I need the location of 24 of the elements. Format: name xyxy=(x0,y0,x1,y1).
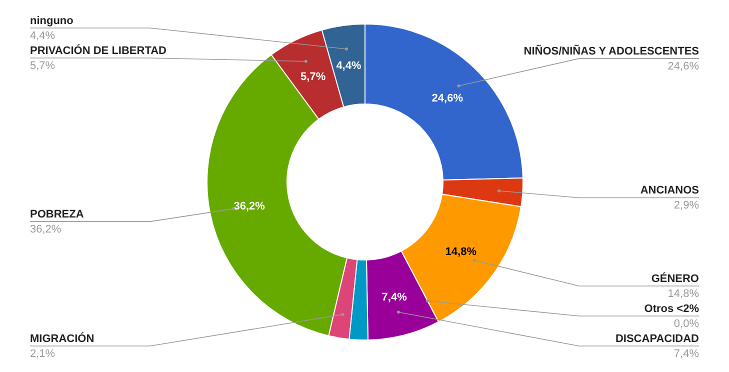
slice-label: DISCAPACIDAD xyxy=(615,333,700,345)
data-label: 2,1% xyxy=(30,348,56,360)
slice-label: PRIVACIÓN DE LIBERTAD xyxy=(30,44,167,57)
slice-label: POBREZA xyxy=(30,208,84,221)
slice-label: NIÑOS/NIÑAS Y ADOLESCENTES xyxy=(524,44,699,58)
text: 24,6% xyxy=(668,60,699,73)
slice-label: ninguno xyxy=(30,15,74,27)
data-label: 7,4% xyxy=(382,291,408,304)
text: 36,2% xyxy=(30,224,62,236)
data-label: 4,4% xyxy=(336,60,362,72)
slice-label: MIGRACIÓN xyxy=(30,332,94,345)
text: 7,4% xyxy=(674,348,699,360)
text: 0,0% xyxy=(674,318,699,330)
data-label: 5,7% xyxy=(300,71,326,84)
slice-label: ANCIANOS xyxy=(640,184,699,197)
text: 4,4% xyxy=(30,30,56,42)
data-label: 36,2% xyxy=(234,200,266,213)
category-label: Otros <2% xyxy=(644,303,699,315)
slice-label: GÉNERO xyxy=(651,272,700,285)
data-label: 14,8% xyxy=(445,246,477,258)
data-label: 2,9% xyxy=(674,200,700,212)
text: 14,8% xyxy=(668,288,699,300)
text: 5,7% xyxy=(30,60,56,72)
data-label: 24,6% xyxy=(432,92,464,105)
